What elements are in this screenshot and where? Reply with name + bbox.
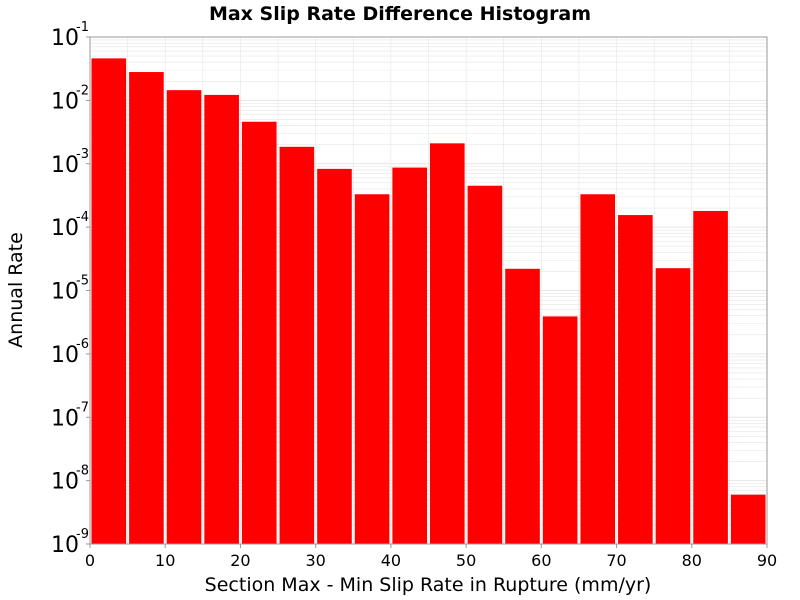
y-tick-exponent: -2 <box>76 83 89 98</box>
histogram-bar <box>317 168 352 545</box>
histogram-bar <box>542 316 578 544</box>
y-tick-exponent: -6 <box>76 337 89 352</box>
x-tick-label: 0 <box>85 551 95 570</box>
histogram-bar <box>618 215 653 544</box>
y-tick-label: 10 <box>51 153 79 178</box>
histogram-bar <box>505 268 540 544</box>
y-tick-label: 10 <box>51 406 79 431</box>
histogram-bar <box>166 90 202 544</box>
y-tick-exponent: -7 <box>76 400 89 415</box>
histogram-bar <box>693 210 728 545</box>
plot-border <box>89 36 768 545</box>
histogram-bar <box>354 194 390 545</box>
x-tick-label: 80 <box>682 551 702 570</box>
y-tick-label: 10 <box>51 216 79 241</box>
x-ticks: 0 10 20 30 40 50 60 70 80 90 <box>85 544 777 570</box>
grid-lines <box>89 37 768 545</box>
y-tick-label: 10 <box>51 89 79 114</box>
y-tick-exponent: -8 <box>76 464 89 479</box>
x-tick-label: 40 <box>381 551 401 570</box>
y-tick-label: 10 <box>51 343 79 368</box>
histogram-bar <box>241 121 277 545</box>
y-axis-label: Annual Rate <box>5 232 27 348</box>
y-tick-exponent: -4 <box>76 210 89 225</box>
bars <box>91 58 766 545</box>
x-tick-label: 30 <box>305 551 325 570</box>
y-tick-exponent: -3 <box>76 147 89 162</box>
x-tick-label: 60 <box>531 551 551 570</box>
y-tick-exponent: -5 <box>76 274 89 289</box>
histogram-bar <box>655 268 691 544</box>
y-tick-label: 10 <box>51 280 79 305</box>
x-tick-label: 20 <box>230 551 250 570</box>
y-tick-label: 10 <box>51 470 79 495</box>
histogram-bar <box>467 185 503 544</box>
y-tick-exponent: -9 <box>76 527 89 542</box>
histogram-bar <box>392 167 427 545</box>
histogram-bar <box>204 94 239 544</box>
y-tick-label: 10 <box>51 533 79 558</box>
histogram-bar <box>430 143 465 544</box>
x-tick-label: 10 <box>155 551 175 570</box>
histogram-bar <box>91 58 127 545</box>
x-tick-label: 70 <box>606 551 626 570</box>
x-tick-label: 90 <box>757 551 777 570</box>
x-axis-label: Section Max - Min Slip Rate in Rupture (… <box>205 574 652 596</box>
y-tick-exponent: -1 <box>76 20 89 35</box>
histogram-bar <box>279 146 315 544</box>
histogram-bar <box>730 494 766 544</box>
y-ticks: 10-110-210-310-410-510-610-710-810-9 <box>51 20 90 558</box>
chart-title: Max Slip Rate Difference Histogram <box>209 3 591 25</box>
histogram-bar <box>580 194 616 545</box>
histogram-bar <box>129 72 164 544</box>
y-tick-label: 10 <box>51 26 79 51</box>
x-tick-label: 50 <box>456 551 476 570</box>
